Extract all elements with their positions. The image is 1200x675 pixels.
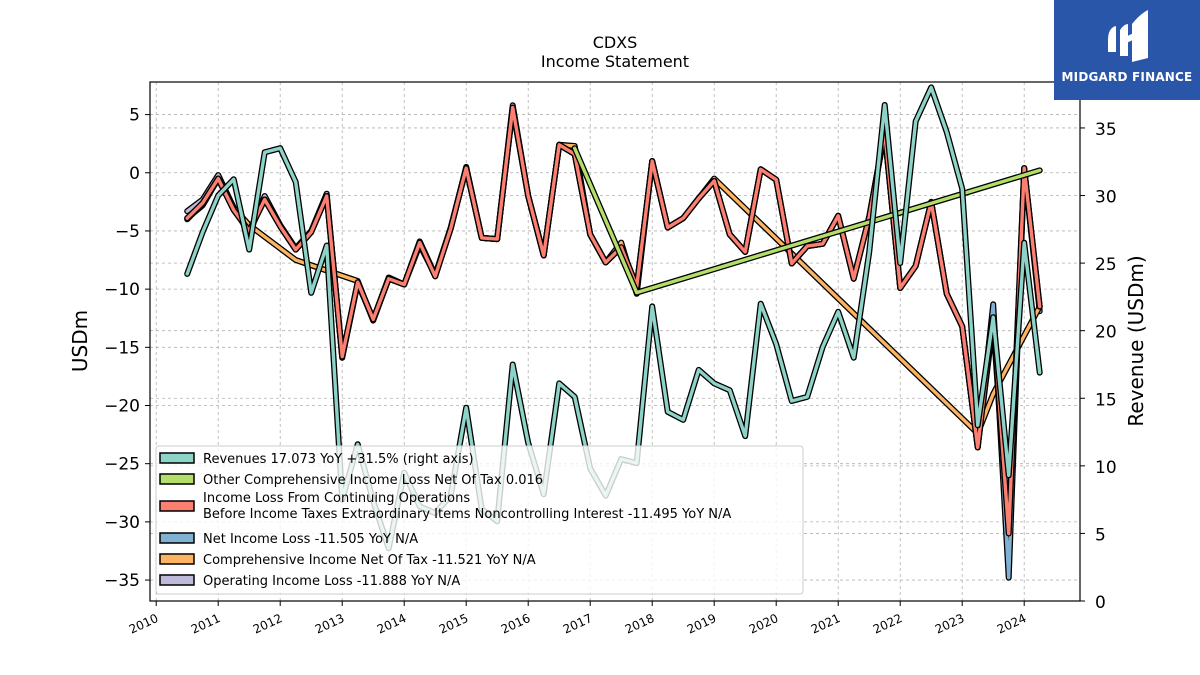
legend-swatch xyxy=(159,473,195,485)
left-tick-label: −10 xyxy=(104,280,140,300)
legend: Revenues 17.073 YoY +31.5% (right axis) O… xyxy=(155,445,804,595)
x-tick-label: 2022 xyxy=(871,611,905,637)
legend-label: Income Loss From Continuing Operations xyxy=(203,491,470,506)
left-tick-label: 5 xyxy=(129,106,140,126)
legend-label: Before Income Taxes Extraordinary Items … xyxy=(203,507,731,522)
legend-swatch xyxy=(159,553,195,565)
right-tick-label: 20 xyxy=(1095,323,1117,343)
x-tick-label: 2013 xyxy=(313,611,347,637)
right-axis-label: Revenue (USDm) xyxy=(1124,255,1148,426)
x-tick-label: 2020 xyxy=(747,611,781,637)
plot-frame xyxy=(149,81,1081,602)
left-tick-label: −5 xyxy=(115,222,140,242)
left-tick-label: −20 xyxy=(104,397,140,417)
right-tick-label: 0 xyxy=(1095,593,1106,613)
x-tick-label: 2012 xyxy=(251,611,285,637)
left-tick-label: −35 xyxy=(104,571,140,591)
right-tick-label: 15 xyxy=(1095,390,1117,410)
right-tick-label: 25 xyxy=(1095,255,1117,275)
chart-subtitle: Income Statement xyxy=(541,52,689,71)
legend-label: Net Income Loss -11.505 YoY N/A xyxy=(203,532,418,547)
x-tick-label: 2024 xyxy=(995,611,1029,637)
legend-swatch xyxy=(159,452,195,464)
legend-label: Other Comprehensive Income Loss Net Of T… xyxy=(203,473,543,488)
x-axis: 2010 2011 2012 2013 2014 2015 2016 2017 2018 2019… xyxy=(127,601,1029,637)
legend-label: Comprehensive Income Net Of Tax -11.521 … xyxy=(203,553,536,568)
left-tick-label: −30 xyxy=(104,513,140,533)
logo-mark-icon xyxy=(1054,0,1200,100)
x-tick-label: 2015 xyxy=(437,611,471,637)
chart-title: CDXS xyxy=(593,33,638,52)
legend-swatch xyxy=(159,532,195,544)
brand-logo: MIDGARD FINANCE xyxy=(1054,0,1200,100)
x-tick-label: 2019 xyxy=(685,611,719,637)
left-tick-label: 0 xyxy=(129,164,140,184)
brand-name: MIDGARD FINANCE xyxy=(1061,70,1193,84)
legend-swatch xyxy=(159,574,195,586)
x-tick-label: 2018 xyxy=(623,611,657,637)
x-tick-label: 2010 xyxy=(127,611,161,637)
left-axis-label: USDm xyxy=(68,310,92,372)
x-tick-label: 2023 xyxy=(933,611,967,637)
x-tick-label: 2014 xyxy=(375,611,409,637)
left-tick-label: −25 xyxy=(104,455,140,475)
x-tick-label: 2021 xyxy=(809,611,843,637)
left-y-axis: 5 0 −5 −10 −15 −20 −25 −30 −35 xyxy=(104,106,150,591)
right-y-axis: 35 30 25 20 15 10 5 0 xyxy=(1080,120,1117,613)
right-tick-label: 10 xyxy=(1095,458,1117,478)
legend-swatch xyxy=(159,500,195,512)
legend-box xyxy=(155,445,804,595)
left-tick-label: −15 xyxy=(104,338,140,358)
right-tick-label: 35 xyxy=(1095,120,1117,140)
right-tick-label: 30 xyxy=(1095,188,1117,208)
right-tick-label: 5 xyxy=(1095,525,1106,545)
x-tick-label: 2017 xyxy=(561,611,595,637)
x-tick-label: 2011 xyxy=(189,611,223,637)
x-tick-label: 2016 xyxy=(499,611,533,637)
legend-label: Operating Income Loss -11.888 YoY N/A xyxy=(203,574,460,589)
legend-label: Revenues 17.073 YoY +31.5% (right axis) xyxy=(203,452,474,467)
